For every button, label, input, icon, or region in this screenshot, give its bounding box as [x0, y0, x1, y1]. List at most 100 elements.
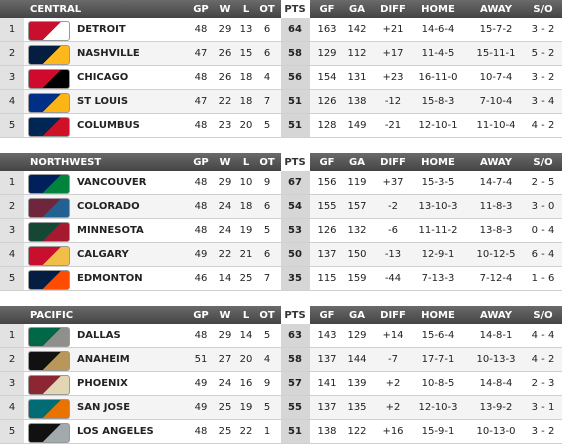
- team-logo: [28, 93, 70, 113]
- stat-cell: 49: [194, 402, 208, 413]
- stat-cell: 12-9-1: [421, 249, 455, 260]
- stat-cell: 6 - 4: [531, 249, 555, 260]
- pts-bg: [281, 372, 310, 395]
- division-header: NORTHWEST GP W L OT PTS GF GA DIFF HOME AWAY S/O: [0, 153, 562, 171]
- stat-cell: 132: [347, 225, 367, 236]
- stat-cell: 14: [218, 273, 232, 284]
- stat-cell: 142: [347, 24, 367, 35]
- column-header: PTS: [280, 306, 310, 324]
- team-name[interactable]: MINNESOTA: [77, 225, 144, 236]
- team-row: 4 ST LOUIS 47 22 18 7 51 126 138 -12 15-8-3 7-10-4 3…: [0, 90, 562, 114]
- stat-cell: 4 - 2: [531, 120, 555, 131]
- column-header: GP: [193, 3, 209, 15]
- column-header: PTS: [280, 0, 310, 18]
- division-name: NORTHWEST: [30, 156, 102, 168]
- column-header: S/O: [533, 309, 553, 321]
- column-header: W: [219, 156, 231, 168]
- team-name[interactable]: COLORADO: [77, 201, 140, 212]
- stat-cell: 49: [194, 378, 208, 389]
- rank: 2: [8, 354, 16, 365]
- stat-cell: 154: [317, 72, 337, 83]
- column-header: L: [242, 3, 250, 15]
- pts-bg: [281, 171, 310, 194]
- stat-cell: 58: [288, 354, 302, 365]
- team-name[interactable]: DALLAS: [77, 330, 121, 341]
- stat-cell: 7: [263, 273, 271, 284]
- stat-cell: 29: [218, 24, 232, 35]
- team-logo: [28, 327, 70, 347]
- stat-cell: 14-8-4: [479, 378, 513, 389]
- stat-cell: 14-6-4: [421, 24, 455, 35]
- stat-cell: 4 - 4: [531, 330, 555, 341]
- stat-cell: 10-13-0: [476, 426, 516, 437]
- team-name[interactable]: LOS ANGELES: [77, 426, 154, 437]
- stat-cell: 50: [288, 249, 302, 260]
- stat-cell: 18: [239, 96, 253, 107]
- team-name[interactable]: ANAHEIM: [77, 354, 130, 365]
- team-row: 5 EDMONTON 46 14 25 7 35 115 159 -44 7-13-3 7-12-4 1…: [0, 267, 562, 291]
- team-name[interactable]: NASHVILLE: [77, 48, 140, 59]
- column-header: GF: [319, 156, 335, 168]
- stat-cell: 10-13-3: [476, 354, 516, 365]
- pts-bg: [281, 324, 310, 347]
- stat-cell: 54: [288, 201, 302, 212]
- team-logo: [28, 45, 70, 65]
- team-name[interactable]: VANCOUVER: [77, 177, 147, 188]
- stat-cell: 7-12-4: [479, 273, 513, 284]
- pts-bg: [281, 42, 310, 65]
- stat-cell: 12-10-3: [418, 402, 458, 413]
- stat-cell: 48: [194, 330, 208, 341]
- rank: 2: [8, 48, 16, 59]
- column-header: AWAY: [480, 3, 512, 15]
- column-header: AWAY: [480, 156, 512, 168]
- team-name[interactable]: CHICAGO: [77, 72, 129, 83]
- team-row: 5 COLUMBUS 48 23 20 5 51 128 149 -21 12-10-1 11-10-…: [0, 114, 562, 138]
- rank-bg: [0, 372, 24, 395]
- team-name[interactable]: EDMONTON: [77, 273, 143, 284]
- stat-cell: 46: [194, 273, 208, 284]
- stat-cell: 10-12-5: [476, 249, 516, 260]
- column-header: L: [242, 156, 250, 168]
- stat-cell: 144: [347, 354, 367, 365]
- stat-cell: 7: [263, 96, 271, 107]
- stat-cell: -7: [388, 354, 398, 365]
- stat-cell: 119: [347, 177, 367, 188]
- stat-cell: 25: [239, 273, 253, 284]
- stat-cell: 48: [194, 120, 208, 131]
- column-header: GF: [319, 309, 335, 321]
- pts-bg: [281, 396, 310, 419]
- rank: 1: [8, 330, 16, 341]
- stat-cell: 11-11-2: [418, 225, 458, 236]
- team-name[interactable]: DETROIT: [77, 24, 126, 35]
- rank: 3: [8, 225, 16, 236]
- stat-cell: 143: [317, 330, 337, 341]
- stat-cell: 3 - 2: [531, 426, 555, 437]
- team-name[interactable]: COLUMBUS: [77, 120, 140, 131]
- rank-bg: [0, 171, 24, 194]
- stat-cell: +23: [382, 72, 404, 83]
- pts-bg: [281, 219, 310, 242]
- column-header: DIFF: [380, 309, 406, 321]
- stat-cell: 4: [263, 354, 271, 365]
- team-name[interactable]: CALGARY: [77, 249, 129, 260]
- rank: 4: [8, 249, 16, 260]
- division-header: PACIFIC GP W L OT PTS GF GA DIFF HOME AWAY S/O: [0, 306, 562, 324]
- stat-cell: 55: [288, 402, 302, 413]
- stat-cell: 4: [263, 72, 271, 83]
- team-name[interactable]: ST LOUIS: [77, 96, 129, 107]
- rank: 3: [8, 378, 16, 389]
- stat-cell: 150: [347, 249, 367, 260]
- stat-cell: 13: [239, 24, 253, 35]
- team-name[interactable]: SAN JOSE: [77, 402, 131, 413]
- rank: 3: [8, 72, 16, 83]
- column-header: GA: [349, 309, 365, 321]
- team-row: 3 CHICAGO 48 26 18 4 56 154 131 +23 16-11-0 10-7-4 3…: [0, 66, 562, 90]
- column-header: OT: [259, 156, 275, 168]
- team-name[interactable]: PHOENIX: [77, 378, 128, 389]
- column-header: GP: [193, 156, 209, 168]
- pts-bg: [281, 243, 310, 266]
- rank-bg: [0, 243, 24, 266]
- team-row: 3 PHOENIX 49 24 16 9 57 141 139 +2 10-8-5 14-8-4 2 -…: [0, 372, 562, 396]
- stat-cell: 35: [288, 273, 302, 284]
